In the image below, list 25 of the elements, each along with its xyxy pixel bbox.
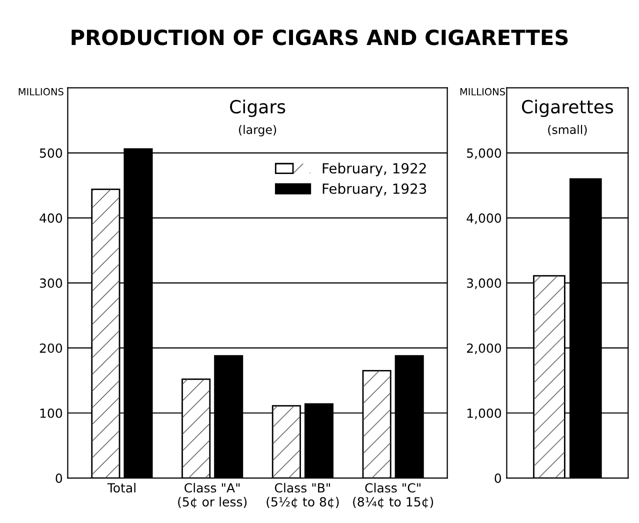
y-tick-label: 2,000 [466,343,502,354]
text: Cigars [230,100,286,118]
x-tick-label: Class "A" (5¢ or less) [178,482,247,508]
y-tick-label: 4,000 [466,213,502,224]
y-axis-title: MILLIONS [18,88,64,96]
y-tick-label: 0 [494,473,502,483]
text: PRODUCTION OF CIGARS AND CIGARETTES [72,30,568,46]
y-tick-label: 500 [40,148,62,158]
text: Cigarettes [522,100,614,118]
y-tick-label: 300 [40,278,62,288]
legend-label: February, 1922 [322,162,426,176]
legend-label: February, 1923 [322,183,426,197]
x-tick-label: Total [107,482,136,493]
y-tick-label: 5,000 [467,148,502,160]
x-tick-label: Class "C" (8¼¢ to 15¢) [353,482,434,508]
y-tick-label: 200 [40,343,62,353]
y-tick-label: 400 [40,213,62,223]
y-tick-label: 100 [40,408,62,418]
x-tick-label: Class "B" (5½¢ to 8¢) [266,482,339,508]
y-axis-title: MILLIONS [460,88,505,96]
text: (large) [238,124,276,136]
y-tick-label: 3,000 [467,278,502,290]
y-tick-label: 1,000 [467,408,502,420]
y-tick-label: 0 [56,473,62,483]
text: (small) [548,124,587,136]
